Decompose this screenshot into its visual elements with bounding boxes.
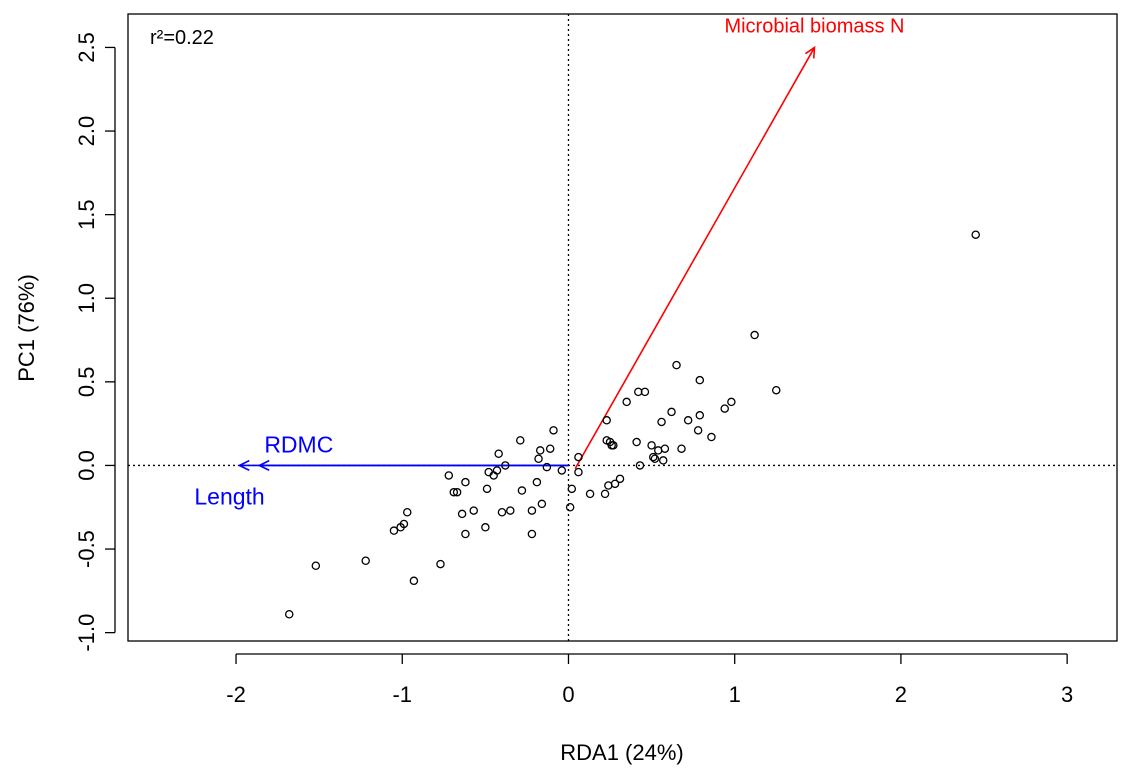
data-point xyxy=(361,556,370,565)
data-point xyxy=(492,466,502,475)
data-point xyxy=(602,416,611,425)
data-point xyxy=(549,426,558,435)
data-point xyxy=(574,467,583,477)
data-point xyxy=(727,397,736,407)
data-point xyxy=(399,519,409,529)
plot-frame xyxy=(127,13,1118,642)
x-tick-label: 1 xyxy=(729,682,741,707)
x-tick-label: 0 xyxy=(562,682,574,707)
data-point xyxy=(481,523,490,532)
data-point xyxy=(635,461,645,470)
y-axis-label: PC1 (76%) xyxy=(14,274,39,382)
x-tick-label: 2 xyxy=(895,682,907,707)
data-point xyxy=(535,446,545,455)
data-point xyxy=(389,526,399,535)
vector-arrows xyxy=(237,45,816,471)
r-squared-annotation: r²=0.22 xyxy=(150,27,214,49)
data-point xyxy=(497,508,507,517)
data-point xyxy=(436,559,445,569)
arrow-label-length: Length xyxy=(194,483,264,509)
data-point xyxy=(622,397,631,407)
data-point xyxy=(971,230,980,239)
data-point xyxy=(647,441,656,450)
data-point xyxy=(600,489,610,499)
data-point xyxy=(449,487,459,497)
data-point xyxy=(527,529,537,539)
data-point xyxy=(494,449,503,458)
data-point xyxy=(516,436,525,445)
data-point xyxy=(452,487,462,497)
data-point xyxy=(542,462,552,472)
data-point xyxy=(517,486,527,495)
arrow-label-rdmc: RDMC xyxy=(264,431,333,457)
data-point xyxy=(532,477,542,487)
y-tick-label: 2.0 xyxy=(74,116,99,147)
data-point xyxy=(284,609,294,619)
arrow-microbial-biomass-n xyxy=(574,47,816,470)
data-point xyxy=(585,489,595,499)
data-point xyxy=(444,471,454,480)
data-point xyxy=(545,444,555,453)
x-axis-label: RDA1 (24%) xyxy=(560,740,683,765)
y-tick-label: 1.5 xyxy=(74,199,99,230)
data-point xyxy=(565,502,575,512)
data-point xyxy=(506,506,515,515)
data-point xyxy=(482,484,492,494)
data-point xyxy=(693,426,703,435)
data-point xyxy=(501,461,510,470)
y-tick-label: 0.0 xyxy=(74,450,99,481)
data-point xyxy=(615,474,625,484)
data-points xyxy=(284,230,980,619)
data-point xyxy=(667,407,676,417)
data-point xyxy=(610,479,620,489)
data-point xyxy=(461,477,470,487)
data-point xyxy=(557,466,567,475)
data-point xyxy=(660,444,670,453)
data-point xyxy=(574,452,583,462)
arrow-label-microbial-biomass-n: Microbial biomass N xyxy=(724,15,904,37)
data-point xyxy=(527,506,537,515)
x-tick-label: -1 xyxy=(392,682,412,707)
data-point xyxy=(409,576,419,586)
data-point xyxy=(650,454,660,464)
arrowhead-length xyxy=(237,459,250,471)
y-tick-label: -0.5 xyxy=(74,530,99,568)
data-point xyxy=(402,508,412,517)
data-point xyxy=(311,561,321,571)
data-point xyxy=(707,432,716,442)
data-point xyxy=(534,454,543,464)
data-point xyxy=(640,387,650,397)
data-point xyxy=(672,360,681,370)
x-tick-label: -2 xyxy=(226,682,246,707)
data-point xyxy=(683,416,693,425)
data-point xyxy=(609,441,618,450)
data-point xyxy=(695,411,705,420)
y-tick-label: 1.0 xyxy=(74,283,99,314)
data-point xyxy=(658,456,668,465)
data-point xyxy=(537,499,547,509)
data-point xyxy=(649,452,658,462)
data-point xyxy=(772,385,781,395)
x-axis: -2 -1 0 1 2 3 xyxy=(226,653,1073,707)
x-tick-label: 3 xyxy=(1061,682,1073,707)
arrowhead-microbial-biomass-n xyxy=(804,45,816,59)
y-tick-label: -1.0 xyxy=(74,614,99,652)
data-point xyxy=(657,417,666,427)
data-point xyxy=(720,404,729,413)
data-point xyxy=(567,484,577,494)
data-point xyxy=(457,509,467,519)
y-tick-label: 2.5 xyxy=(74,32,99,63)
data-point xyxy=(632,437,641,447)
data-point xyxy=(695,375,705,385)
data-point xyxy=(677,444,686,453)
data-point xyxy=(461,529,470,539)
y-tick-label: 0.5 xyxy=(74,367,99,398)
y-axis: -1.0 -0.5 0.0 0.5 1.0 1.5 2.0 2.5 xyxy=(74,32,116,652)
data-point xyxy=(750,330,759,340)
data-point xyxy=(469,506,478,515)
